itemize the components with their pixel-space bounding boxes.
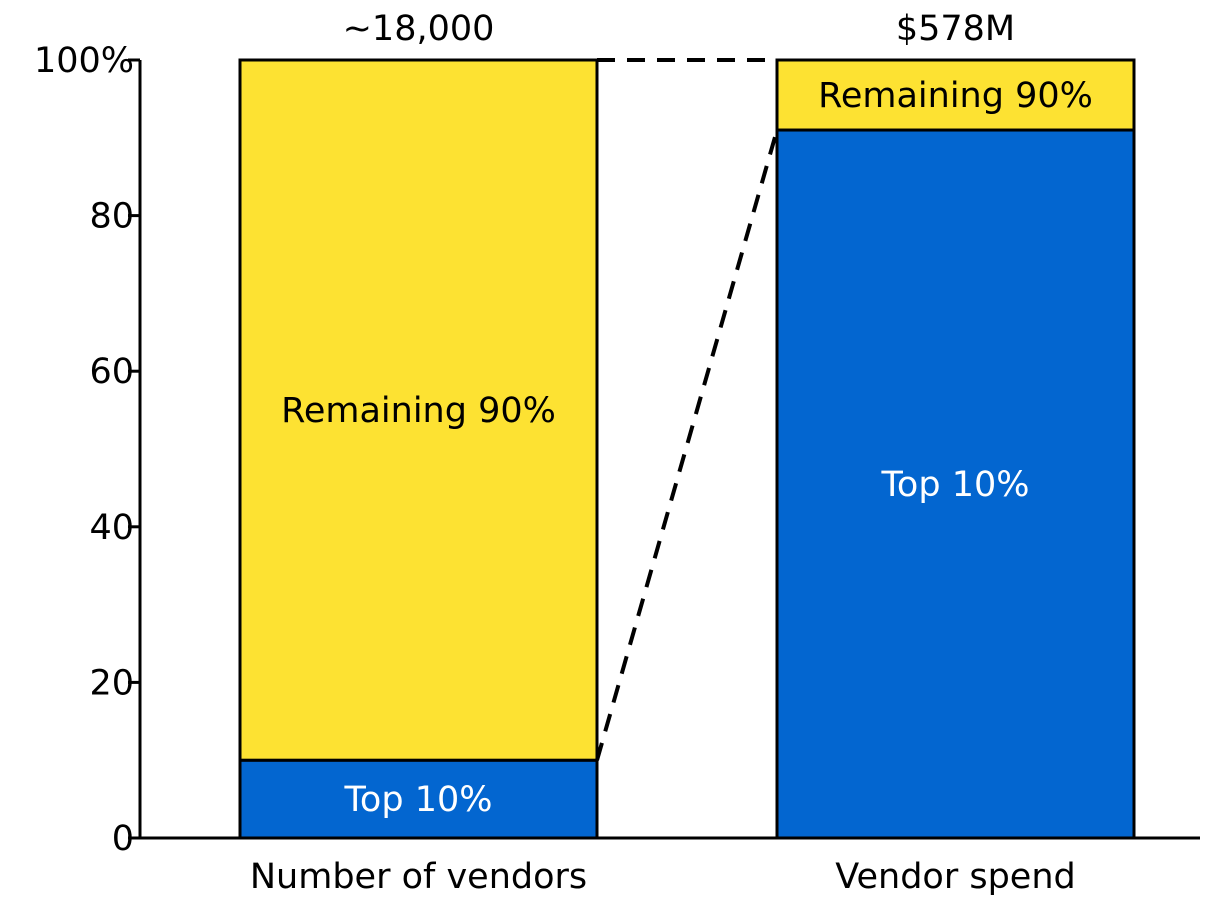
connector [595,129,779,761]
y-tick-label: 100% [34,41,134,81]
x-tick-label: Number of vendors [250,857,587,897]
bar-total-label: ~18,000 [343,9,495,49]
segment-label: Top 10% [881,465,1030,505]
bar-total-label: $578M [896,9,1015,49]
y-tick-label: 20 [89,663,134,703]
x-tick-label: Vendor spend [835,857,1075,897]
bar-segment [775,58,1136,132]
y-tick-label: 0 [112,819,134,859]
y-tick-label: 80 [89,197,134,237]
segment-label: Remaining 90% [818,76,1093,116]
y-tick-label: 60 [89,352,134,392]
segment-label: Top 10% [344,780,493,820]
y-tick-label: 40 [89,508,134,548]
bar-segment [238,58,599,762]
segment-label: Remaining 90% [281,391,556,431]
bar-segment [775,128,1136,840]
bar-segment [238,758,599,840]
